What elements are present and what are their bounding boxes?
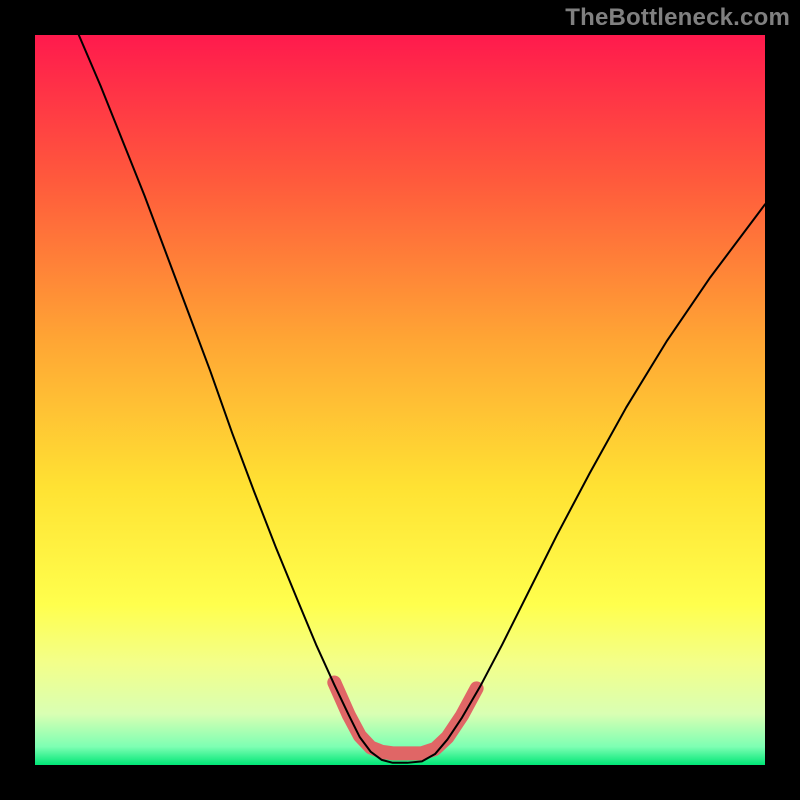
watermark-label: TheBottleneck.com xyxy=(565,4,790,32)
bottleneck-chart xyxy=(0,0,800,800)
chart-background xyxy=(35,35,765,765)
chart-root: TheBottleneck.com xyxy=(0,0,800,800)
